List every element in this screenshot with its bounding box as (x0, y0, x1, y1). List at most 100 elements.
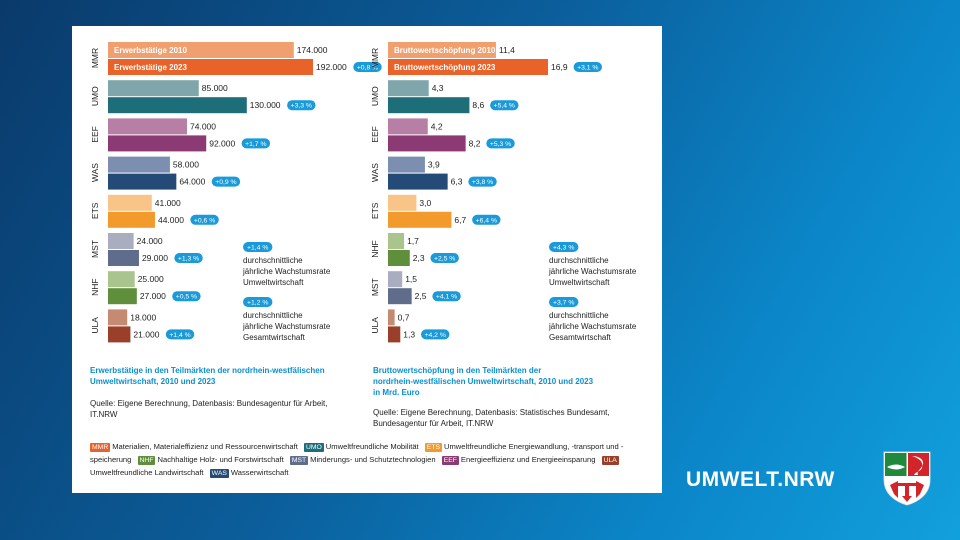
left-bar-was-2010 (108, 156, 170, 173)
legend-tag-was: WAS (209, 469, 229, 478)
right-value-label-ula-2010: 0,7 (398, 312, 410, 322)
legend: MMR Materialien, Materialeffizienz und Re… (90, 440, 655, 479)
left-value-label-mmr-2023: 192.000 (316, 62, 347, 72)
right-note-umwelt-badge (549, 242, 579, 252)
left-category-label-umo: UMO (90, 86, 100, 106)
left-bar-was-2023 (108, 173, 177, 190)
legend-tag-nhf: NHF (137, 456, 156, 465)
legend-text-umo: Umweltfreundliche Mobilität (325, 442, 419, 451)
left-growth-badge-mmr (353, 62, 382, 72)
right-bar-mst-2010 (388, 271, 403, 288)
left-growth-badge-text-umo: +3,3 % (291, 103, 312, 110)
left-bar-nhf-2023 (108, 288, 137, 305)
right-value-label-was-2023: 6,3 (451, 177, 463, 187)
left-value-label-eef-2023: 92.000 (209, 138, 235, 148)
left-growth-badge-text-mst: +1,3 % (178, 256, 199, 263)
legend-text-ets: Umweltfreundliche Energiewandlung, -tran… (90, 442, 624, 464)
legend-tag-mmr: MMR (90, 443, 111, 452)
right-growth-badge-mst (432, 291, 461, 302)
left-value-label-mst-2023: 29.000 (142, 253, 168, 263)
left-bar-umo-2010 (108, 80, 199, 97)
right-category-label-ula: ULA (370, 317, 380, 334)
left-bar-eef-2023 (108, 135, 207, 152)
right-value-label-ula-2023: 1,3 (403, 329, 415, 339)
left-bar-mmr-2023 (108, 59, 313, 75)
left-value-label-was-2010: 58.000 (173, 160, 199, 170)
chart-left-caption: Erwerbstätige in den Teilmärkten der nor… (90, 366, 325, 386)
legend-text-was: Wasserwirtschaft (230, 468, 289, 477)
right-bar-nhf-2010 (388, 233, 405, 249)
left-series-name-2023: Erwerbstätige 2023 (114, 63, 187, 72)
left-category-label-mmr: MMR (90, 48, 100, 68)
left-growth-badge-umo (287, 100, 316, 111)
left-note-gesamt-line: Gesamtwirtschaft (243, 333, 306, 342)
left-value-label-ets-2023: 44.000 (158, 215, 184, 225)
right-value-label-eef-2010: 4,2 (431, 121, 443, 131)
right-growth-badge-text-mmr: +3,1 % (577, 65, 598, 72)
left-bar-mst-2023 (108, 250, 139, 266)
left-category-label-mst: MST (90, 240, 100, 258)
left-growth-badge-ula (165, 329, 195, 340)
left-growth-badge-was (211, 176, 241, 187)
left-value-label-ets-2010: 41.000 (155, 198, 181, 208)
left-value-label-ula-2010: 18.000 (130, 312, 156, 322)
right-growth-badge-ula (421, 329, 450, 340)
left-note-gesamt-badge-text: +1,2 % (247, 300, 268, 307)
right-bar-ets-2023 (388, 211, 452, 228)
left-category-label-eef: EEF (90, 126, 100, 143)
left-bar-umo-2023 (108, 97, 247, 114)
right-note-gesamt-line: durchschnittliche (549, 311, 609, 320)
right-category-label-was: WAS (370, 163, 380, 182)
right-category-label-mst: MST (370, 278, 380, 296)
left-value-label-mmr-2010: 174.000 (297, 45, 328, 55)
left-growth-badge-text-was: +0,9 % (215, 179, 236, 186)
left-growth-badge-text-ula: +1,4 % (169, 332, 190, 339)
left-note-umwelt-line: jährliche Wachstumsrate (242, 267, 331, 276)
left-growth-badge-text-ets: +0,6 % (194, 217, 215, 224)
right-note-gesamt-badge-text: +3,7 % (553, 300, 574, 307)
left-bar-ets-2010 (108, 194, 152, 211)
left-category-label-ula: ULA (90, 317, 100, 334)
right-growth-badge-text-ets: +6,4 % (476, 217, 497, 224)
legend-text-nhf: Nachhaltige Holz- und Forstwirtschaft (157, 455, 284, 464)
right-growth-badge-nhf (430, 253, 459, 263)
legend-text-ula: Umweltfreundliche Landwirtschaft (90, 468, 204, 477)
right-growth-badge-mmr (573, 62, 602, 72)
legend-text-eef: Energieeffizienz und Energieeinsparung (460, 455, 596, 464)
right-bar-eef-2010 (388, 118, 428, 135)
right-growth-badge-text-nhf: +2,5 % (434, 256, 455, 263)
right-note-gesamt-line: jährliche Wachstumsrate (548, 322, 637, 331)
right-bar-mmr-2010 (388, 42, 496, 58)
legend-text-mmr: Materialien, Materialeffizienz und Resso… (112, 442, 298, 451)
left-value-label-was-2023: 64.000 (179, 177, 205, 187)
brand-wordmark: UMWELT.NRW (686, 468, 835, 491)
left-note-gesamt-line: durchschnittliche (243, 311, 303, 320)
right-growth-badge-text-eef: +5,3 % (490, 141, 511, 148)
right-growth-badge-ets (472, 214, 501, 225)
left-growth-badge-nhf (172, 291, 201, 302)
left-category-label-nhf: NHF (90, 278, 100, 295)
right-bar-umo-2010 (388, 80, 429, 97)
right-bar-ula-2023 (388, 326, 401, 343)
legend-tag-umo: UMO (303, 443, 324, 452)
legend-tag-mst: MST (289, 456, 309, 465)
chart-right-caption: Bruttowertschöpfung in den Teilmärkten d… (373, 366, 594, 397)
right-growth-badge-text-ula: +4,2 % (425, 332, 446, 339)
right-note-umwelt-line: durchschnittliche (549, 256, 609, 265)
left-bar-nhf-2010 (108, 271, 135, 288)
left-value-label-eef-2010: 74.000 (190, 121, 216, 131)
left-bar-eef-2010 (108, 118, 188, 135)
left-note-umwelt-line: durchschnittliche (243, 256, 303, 265)
left-growth-badge-mst (174, 253, 203, 263)
left-bar-mst-2010 (108, 233, 134, 249)
legend-text-mst: Minderungs- und Schutztechnologien (310, 455, 436, 464)
right-value-label-eef-2023: 8,2 (469, 138, 481, 148)
left-note-umwelt-line: Umweltwirtschaft (243, 278, 304, 287)
right-bar-umo-2023 (388, 97, 470, 114)
right-category-label-eef: EEF (370, 126, 380, 143)
right-bar-mmr-2023 (388, 59, 548, 75)
right-series-name-2023: Bruttowertschöpfung 2023 (394, 63, 496, 72)
left-growth-badge-eef (241, 138, 271, 149)
right-note-umwelt-line: jährliche Wachstumsrate (548, 267, 637, 276)
left-series-name-2010: Erwerbstätige 2010 (114, 46, 187, 55)
